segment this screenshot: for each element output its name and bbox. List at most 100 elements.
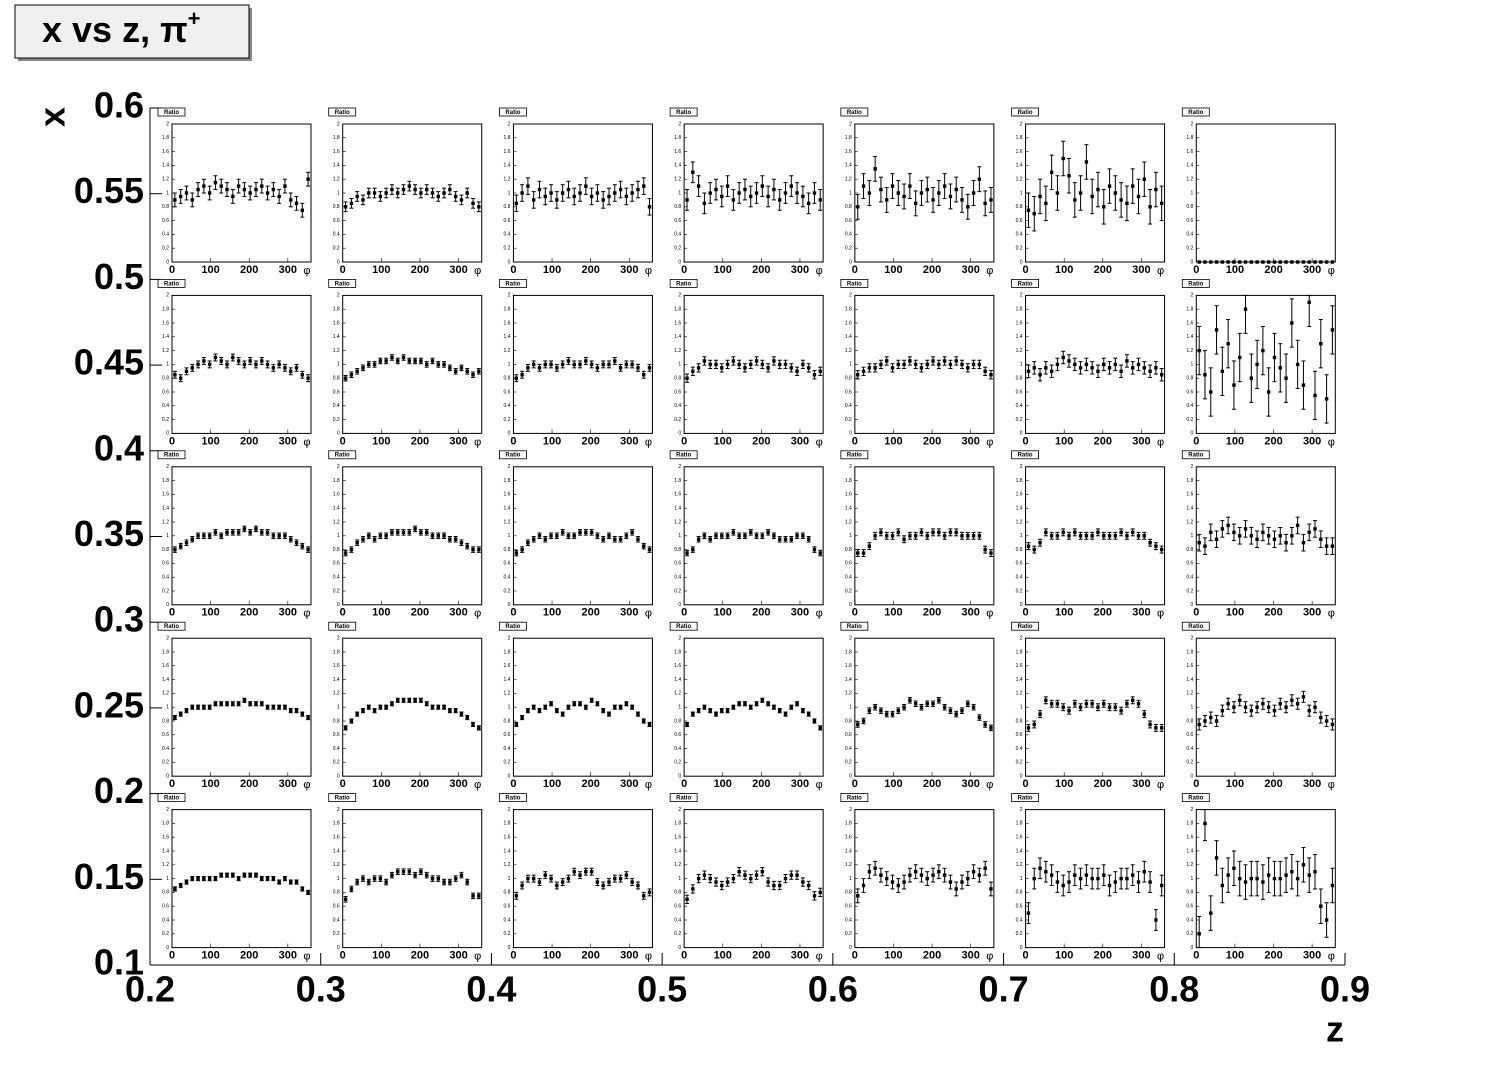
marker (401, 355, 406, 360)
panel-y-tick-label: 0.2 (674, 760, 681, 766)
panel-x-label: φ (986, 436, 993, 448)
panel-x-tick-label: 300 (1303, 264, 1321, 276)
marker (720, 366, 724, 370)
panel-y-tick-label: 1 (1020, 705, 1023, 711)
marker (1249, 534, 1254, 538)
marker (265, 530, 270, 535)
marker (1214, 719, 1219, 723)
marker (754, 534, 759, 538)
marker (384, 880, 388, 884)
marker (1026, 369, 1031, 373)
panel-y-tick-label: 1.4 (1016, 334, 1023, 340)
panel-y-tick-label: 1 (849, 705, 852, 711)
marker (1102, 205, 1106, 209)
panel-y-tick-label: 0.2 (674, 588, 681, 594)
panel-y-tick-label: 0 (337, 602, 340, 608)
marker (424, 530, 429, 535)
panel-x-tick-label: 300 (791, 778, 809, 790)
panel-y-tick-label: 1.2 (503, 691, 510, 697)
panel-x-tick-label: 100 (372, 264, 390, 276)
panel-y-tick-label: 1 (1020, 190, 1023, 196)
marker (413, 698, 417, 702)
marker (772, 359, 776, 363)
panel-y-tick-label: 1.2 (1016, 519, 1023, 525)
marker (861, 369, 866, 373)
marker (714, 880, 718, 884)
marker (537, 880, 542, 884)
marker (589, 530, 594, 535)
marker (613, 191, 617, 195)
marker (1324, 397, 1329, 401)
panel-x-tick-label: 200 (1264, 435, 1282, 447)
marker (1125, 702, 1129, 706)
panel-y-tick-label: 1.4 (333, 848, 340, 854)
marker (549, 362, 553, 367)
marker (1307, 873, 1311, 877)
panel-x-tick-label: 100 (1226, 264, 1244, 276)
y-tick-label: 0.4 (94, 427, 144, 468)
marker (971, 191, 976, 195)
panel-y-tick-label: 0.6 (1016, 389, 1023, 395)
marker (902, 880, 906, 884)
marker (948, 708, 953, 713)
panel-y-tick-label: 0.2 (1016, 760, 1023, 766)
panel-frame (1025, 123, 1166, 263)
panel-x-tick-label: 100 (884, 778, 902, 790)
marker (725, 362, 730, 367)
panel-y-tick-label: 1.2 (162, 519, 169, 525)
panel-label: Ratio (676, 795, 691, 801)
panel-x-tick-label: 0 (681, 778, 687, 790)
panel-y-tick-label: 1.2 (1186, 691, 1193, 697)
marker (465, 369, 469, 373)
marker (1255, 260, 1259, 264)
marker (531, 198, 536, 202)
marker (1255, 537, 1259, 541)
panel-y-tick-label: 0 (508, 259, 511, 265)
panel-y-tick-label: 0.6 (1186, 904, 1193, 910)
marker (890, 184, 895, 188)
panel-y-tick-label: 1.8 (845, 649, 852, 655)
marker (1148, 541, 1152, 545)
marker (271, 366, 276, 370)
panel-y-tick-label: 1.6 (162, 835, 169, 841)
marker (731, 198, 736, 202)
marker (555, 883, 559, 888)
panel-y-tick-label: 1.6 (674, 320, 681, 326)
panel-y-tick-label: 1 (508, 190, 511, 196)
x-tick-label: 0.3 (296, 969, 346, 1010)
panel-x-tick-label: 0 (1193, 435, 1199, 447)
marker (760, 698, 765, 702)
panel-y-tick-label: 0 (508, 945, 511, 951)
marker (260, 184, 264, 188)
marker (1119, 198, 1123, 202)
marker (1266, 705, 1271, 709)
panel-x-tick-label: 0 (169, 778, 175, 790)
panel-x-tick-label: 100 (201, 607, 219, 619)
panel-y-tick-label: 1.6 (1186, 492, 1193, 498)
marker (685, 722, 689, 727)
marker (642, 373, 646, 377)
marker (630, 530, 634, 535)
panel-y-tick-label: 1.2 (162, 348, 169, 354)
panel-label: Ratio (164, 453, 179, 459)
marker (436, 705, 440, 709)
panel-x-label: φ (645, 951, 652, 963)
marker (343, 726, 348, 730)
panel-x-tick-label: 200 (1264, 264, 1282, 276)
marker (390, 873, 394, 877)
panel-x-tick-label: 300 (1132, 778, 1150, 790)
marker (300, 712, 305, 716)
panel-label: Ratio (847, 453, 862, 459)
marker (184, 369, 189, 373)
panel-x-tick-label: 100 (884, 607, 902, 619)
panel-y-tick-label: 0.4 (1186, 232, 1193, 238)
marker (749, 530, 753, 535)
panel-label-box (157, 450, 186, 460)
marker (1330, 544, 1335, 548)
marker (1284, 541, 1288, 545)
marker (1119, 369, 1123, 373)
marker (1214, 537, 1219, 541)
marker (708, 362, 712, 367)
panel-x-label: φ (1328, 951, 1335, 963)
marker (960, 362, 964, 367)
